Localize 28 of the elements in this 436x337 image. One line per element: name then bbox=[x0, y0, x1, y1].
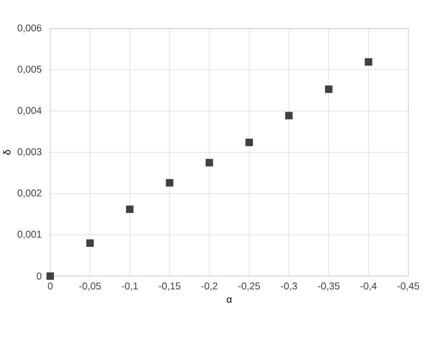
y-tick-label: 0 bbox=[36, 272, 42, 280]
x-tick-label: -0,4 bbox=[360, 282, 377, 290]
x-tick-label: -0,3 bbox=[280, 282, 297, 290]
y-tick-label: 0,002 bbox=[18, 189, 42, 198]
point bbox=[166, 178, 174, 186]
point bbox=[324, 85, 332, 93]
point bbox=[364, 58, 372, 66]
x-tick-label: -0,35 bbox=[318, 282, 340, 290]
y-tick-label: 0,004 bbox=[18, 106, 42, 115]
x-tick-label: -0,05 bbox=[79, 282, 101, 290]
x-axis-title: α bbox=[226, 297, 232, 303]
x-tick-label: 0 bbox=[48, 282, 53, 290]
point bbox=[86, 239, 94, 247]
y-tick-label: 0,005 bbox=[18, 66, 42, 74]
x-tick-label: -0,2 bbox=[201, 282, 218, 290]
y-tick-label: 0,001 bbox=[18, 230, 42, 239]
point bbox=[206, 158, 214, 166]
point bbox=[285, 112, 293, 120]
x-tick-label: -0,1 bbox=[122, 282, 138, 290]
point bbox=[126, 205, 134, 213]
y-tick-label: 0,006 bbox=[18, 24, 42, 32]
point bbox=[46, 272, 54, 280]
x-tick-label: -0,45 bbox=[398, 282, 420, 290]
point bbox=[245, 138, 253, 146]
x-tick-label: -0,15 bbox=[158, 282, 180, 290]
y-tick-label: 0,003 bbox=[18, 148, 42, 156]
y-axis-title: δ bbox=[3, 150, 10, 154]
x-tick-label: -0,25 bbox=[238, 282, 260, 290]
